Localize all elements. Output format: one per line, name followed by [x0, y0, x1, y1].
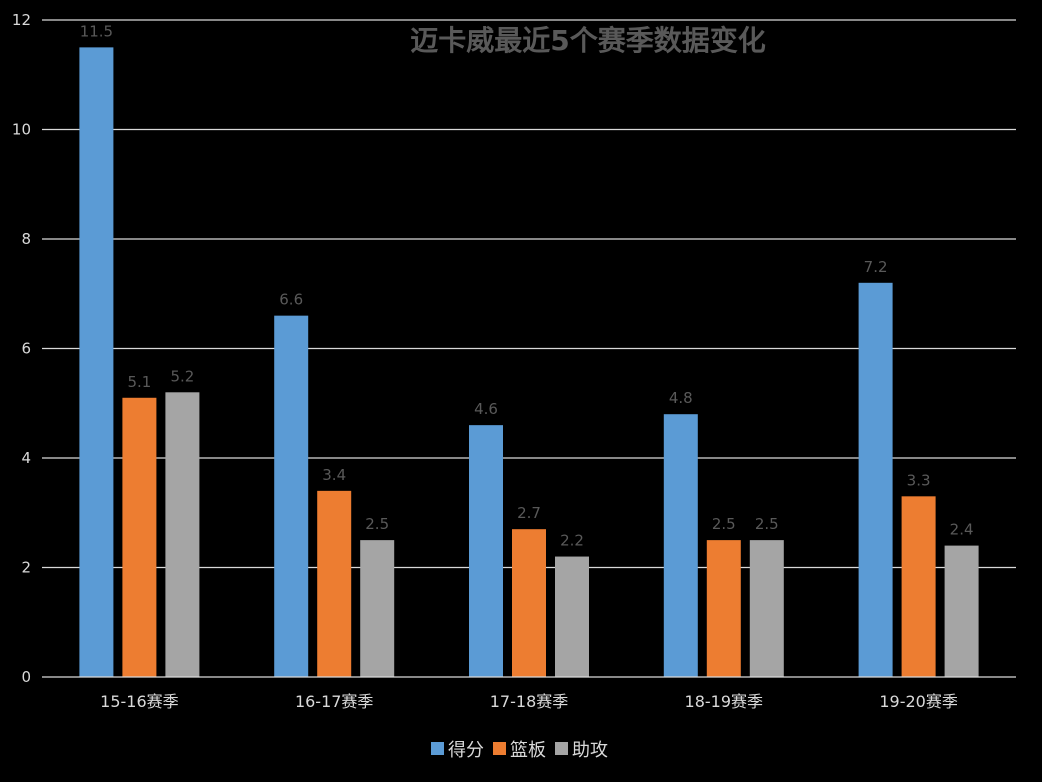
data-label: 2.4	[950, 521, 974, 539]
data-label: 4.6	[474, 400, 498, 418]
x-tick-label: 19-20赛季	[879, 692, 958, 711]
y-tick-label: 0	[21, 668, 31, 686]
data-label: 11.5	[80, 22, 113, 40]
data-labels: 11.5 5.1 5.2 6.6 3.4 2.5 4.6 2.7 2.2 4.8 2.5 2.5 7.2…	[80, 22, 974, 549]
data-label: 2.5	[712, 515, 736, 533]
data-label: 2.5	[365, 515, 389, 533]
bar-助攻-15-16赛季	[165, 392, 200, 677]
data-label: 6.6	[279, 291, 303, 309]
bars	[79, 47, 979, 677]
bar-篮板-18-19赛季	[706, 540, 741, 677]
y-tick-label: 4	[21, 449, 31, 467]
legend-swatch-篮板	[493, 742, 506, 755]
data-label: 5.1	[127, 373, 151, 391]
bar-得分-15-16赛季	[79, 47, 114, 677]
bar-篮板-19-20赛季	[901, 496, 936, 677]
bar-得分-16-17赛季	[274, 315, 309, 677]
x-tick-label: 18-19赛季	[685, 692, 764, 711]
y-tick-label: 6	[21, 340, 31, 358]
data-label: 2.2	[560, 532, 584, 550]
bar-得分-19-20赛季	[858, 282, 893, 677]
bar-助攻-19-20赛季	[944, 545, 979, 677]
bar-篮板-17-18赛季	[512, 529, 546, 677]
chart-title: 迈卡威最近5个赛季数据变化	[410, 24, 765, 57]
gridlines	[42, 19, 1016, 569]
bar-助攻-17-18赛季	[555, 556, 589, 677]
legend-label-助攻: 助攻	[572, 740, 608, 761]
y-tick-label: 10	[12, 121, 31, 139]
bar-得分-17-18赛季	[469, 425, 503, 677]
bar-得分-18-19赛季	[663, 414, 698, 677]
y-axis: 0 2 4 6 8 10 12	[12, 11, 31, 686]
y-tick-label: 8	[21, 230, 31, 248]
data-label: 2.5	[755, 515, 779, 533]
bar-篮板-15-16赛季	[122, 397, 157, 677]
legend-label-得分: 得分	[448, 740, 484, 761]
x-tick-label: 17-18赛季	[490, 692, 569, 711]
data-label: 2.7	[517, 504, 541, 522]
legend-swatch-得分	[431, 742, 444, 755]
x-axis: 15-16赛季 16-17赛季 17-18赛季 18-19赛季 19-20赛季	[42, 676, 1016, 711]
data-label: 3.3	[907, 471, 931, 489]
legend: 得分 篮板 助攻	[431, 740, 608, 761]
bar-篮板-16-17赛季	[317, 490, 352, 677]
legend-swatch-助攻	[555, 742, 568, 755]
bar-助攻-16-17赛季	[360, 540, 395, 677]
data-label: 4.8	[669, 389, 693, 407]
x-tick-label: 15-16赛季	[100, 692, 179, 711]
legend-label-篮板: 篮板	[510, 740, 546, 761]
data-label: 7.2	[864, 258, 888, 276]
data-label: 5.2	[170, 367, 194, 385]
data-label: 3.4	[322, 466, 346, 484]
y-tick-label: 12	[12, 11, 31, 29]
y-tick-label: 2	[21, 559, 31, 577]
bar-助攻-18-19赛季	[749, 540, 784, 677]
x-tick-label: 16-17赛季	[295, 692, 374, 711]
